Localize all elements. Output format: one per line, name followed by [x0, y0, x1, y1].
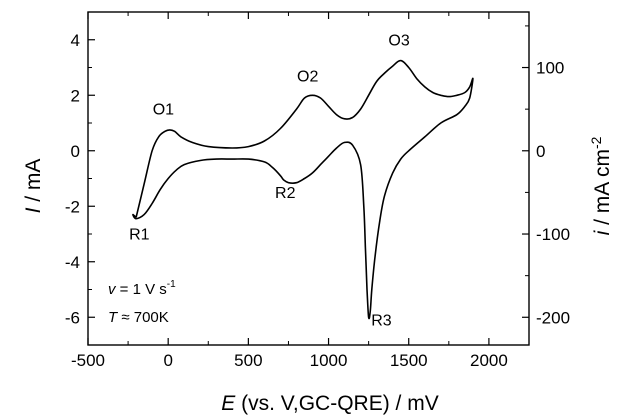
x-tick-label: -500	[71, 351, 105, 370]
cv-curve-series-0	[132, 59, 474, 320]
x-axis-title: E (vs. V,GC-QRE) / mV	[221, 392, 438, 415]
y-right-tick-label: 100	[536, 59, 564, 78]
peak-label-r1: R1	[129, 227, 150, 244]
y-left-tick-label: -6	[65, 308, 80, 327]
peak-label-o1: O1	[153, 102, 174, 119]
y-left-tick-label: -2	[65, 197, 80, 216]
y-left-tick-label: 0	[71, 142, 80, 161]
peak-label-r2: R2	[275, 185, 296, 202]
y-axis-right-title: i / mA cm-2	[588, 136, 614, 235]
peak-label-o2: O2	[297, 68, 318, 85]
x-tick-label: 1500	[390, 351, 428, 370]
x-tick-label: 0	[163, 351, 172, 370]
y-right-tick-label: -100	[536, 225, 570, 244]
y-right-tick-label: -200	[536, 308, 570, 327]
y-left-tick-label: 2	[71, 86, 80, 105]
peak-label-r3: R3	[371, 313, 392, 330]
y-left-tick-label: -4	[65, 253, 80, 272]
x-tick-label: 2000	[470, 351, 508, 370]
x-tick-label: 500	[234, 351, 262, 370]
y-axis-left-title: I / mA	[22, 159, 45, 214]
y-right-tick-label: 0	[536, 142, 545, 161]
x-tick-label: 1000	[310, 351, 348, 370]
y-left-tick-label: 4	[71, 31, 80, 50]
condition-1: T ≈ 700K	[108, 309, 169, 326]
peak-label-o3: O3	[388, 32, 409, 49]
condition-0: v = 1 V s-1	[108, 279, 176, 298]
